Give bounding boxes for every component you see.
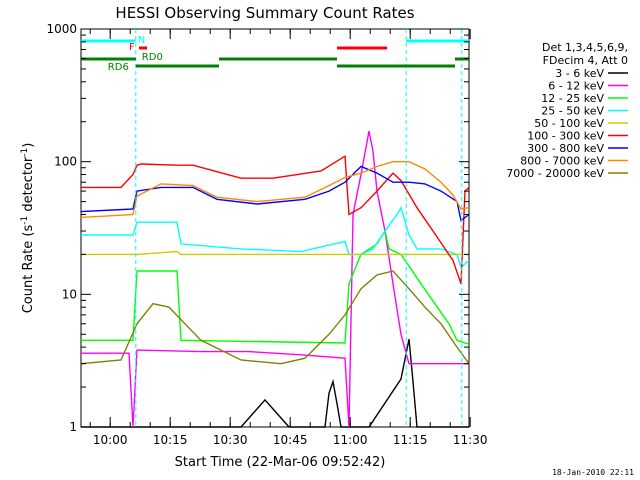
chart-title: HESSI Observing Summary Count Rates	[115, 4, 414, 22]
legend-label-6-12-kev: 6 - 12 keV	[548, 80, 604, 93]
legend-label-50-100-kev: 50 - 100 keV	[534, 117, 604, 130]
series-line-7000-20000-kev	[80, 270, 470, 365]
plot-frame	[80, 28, 470, 428]
series-line-100-300-kev	[81, 154, 470, 285]
y-tick-label-1000: 1000	[46, 22, 77, 36]
flag-label-n: N	[138, 35, 145, 46]
y-tick-label-100: 100	[54, 155, 77, 169]
x-tick-label-11-30: 11:30	[453, 433, 488, 447]
legend-header-line-2: FDecim 4, Att 0	[543, 54, 628, 67]
y-tick-label-10: 10	[62, 287, 77, 301]
marker-layer	[135, 29, 463, 427]
y-axis-ticks: 1 10 100 1000	[46, 22, 469, 434]
flag-label-rd0: RD0	[142, 52, 163, 63]
series-line-3-6-kev	[81, 338, 469, 428]
footer-timestamp: 18-Jan-2010 22:11	[552, 468, 634, 477]
x-tick-label-11-15: 11:15	[393, 433, 428, 447]
flag-layer: NF RD0 RD6	[81, 35, 469, 73]
series-line-300-800-kev	[80, 165, 470, 222]
series-line-25-50-kev	[81, 205, 470, 269]
legend-label-300-800-kev: 300 - 800 keV	[527, 142, 604, 155]
y-tick-label-1: 1	[69, 420, 77, 434]
y-axis-label-end: )	[21, 143, 36, 148]
y-axis-label-main: Count Rate (s	[21, 225, 36, 314]
legend-label-3-6-kev: 3 - 6 keV	[555, 67, 604, 80]
x-axis-ticks: 10:00 10:15 10:30 10:45 11:00 11:15 11:30	[89, 29, 488, 447]
series-line-800-7000-kev	[80, 160, 470, 219]
legend: Det 1,3,4,5,6,9, FDecim 4, Att 0 3 - 6 k…	[506, 41, 628, 180]
flag-label-f: F	[129, 42, 135, 53]
series-line-6-12-kev	[81, 130, 469, 428]
legend-header-line-1: Det 1,3,4,5,6,9,	[542, 41, 628, 54]
x-tick-label-10-45: 10:45	[273, 433, 308, 447]
flag-label-rd6: RD6	[108, 62, 129, 73]
y-axis-label-sup2: -1	[20, 148, 30, 157]
series-layer	[80, 130, 470, 428]
y-axis-label-mid: detector	[21, 156, 36, 216]
legend-label-7000-20000-kev: 7000 - 20000 keV	[506, 167, 604, 180]
legend-label-25-50-kev: 25 - 50 keV	[541, 105, 604, 118]
series-line-12-25-kev	[81, 229, 470, 345]
x-tick-label-11-00: 11:00	[333, 433, 368, 447]
x-tick-label-10-00: 10:00	[93, 433, 128, 447]
x-tick-label-10-15: 10:15	[153, 433, 188, 447]
x-axis-label: Start Time (22-Mar-06 09:52:42)	[175, 455, 386, 470]
y-axis-label: Count Rate (s-1 detector-1)	[20, 143, 36, 314]
series-line-50-100-kev	[81, 250, 469, 256]
legend-label-800-7000-kev: 800 - 7000 keV	[520, 155, 604, 168]
legend-label-12-25-kev: 12 - 25 keV	[541, 92, 604, 105]
y-axis-label-sup1: -1	[20, 216, 30, 225]
x-tick-label-10-30: 10:30	[213, 433, 248, 447]
legend-label-100-300-kev: 100 - 300 keV	[527, 130, 604, 143]
